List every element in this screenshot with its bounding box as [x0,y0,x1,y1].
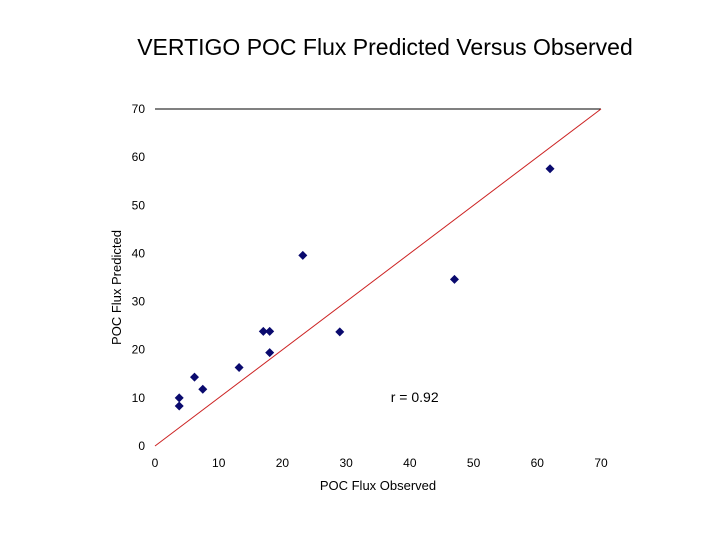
y-tick-label: 20 [132,343,146,357]
y-tick-label: 50 [132,198,146,212]
x-tick-label: 20 [276,456,290,470]
data-point [198,384,208,394]
y-tick-labels: 0 10 20 30 40 50 60 70 [132,102,146,453]
chart-title: VERTIGO POC Flux Predicted Versus Observ… [137,34,633,60]
data-points [174,164,555,411]
x-tick-label: 70 [594,456,608,470]
data-point [545,164,555,174]
x-axis-label: POC Flux Observed [320,478,436,493]
y-tick-label: 40 [132,246,146,260]
reference-line [154,108,602,447]
correlation-annotation: r = 0.92 [391,389,439,405]
data-point [265,348,275,358]
x-tick-label: 60 [531,456,545,470]
y-tick-label: 30 [132,295,146,309]
x-tick-label: 50 [467,456,481,470]
y-tick-label: 70 [132,102,146,116]
data-point [258,326,268,336]
y-tick-label: 10 [132,391,146,405]
x-tick-label: 0 [152,456,159,470]
x-tick-labels: 0 10 20 30 40 50 60 70 [152,456,608,470]
y-axis-label: POC Flux Predicted [109,230,124,345]
data-point [174,393,184,403]
data-point [335,327,345,337]
x-tick-label: 40 [403,456,417,470]
x-tick-label: 10 [212,456,226,470]
data-point [190,372,200,382]
data-point [265,326,275,336]
data-point [174,401,184,411]
x-tick-label: 30 [339,456,353,470]
data-point [449,274,459,284]
data-point [234,363,244,373]
y-tick-label: 60 [132,150,146,164]
y-tick-label: 0 [138,439,145,453]
data-point [298,250,308,260]
